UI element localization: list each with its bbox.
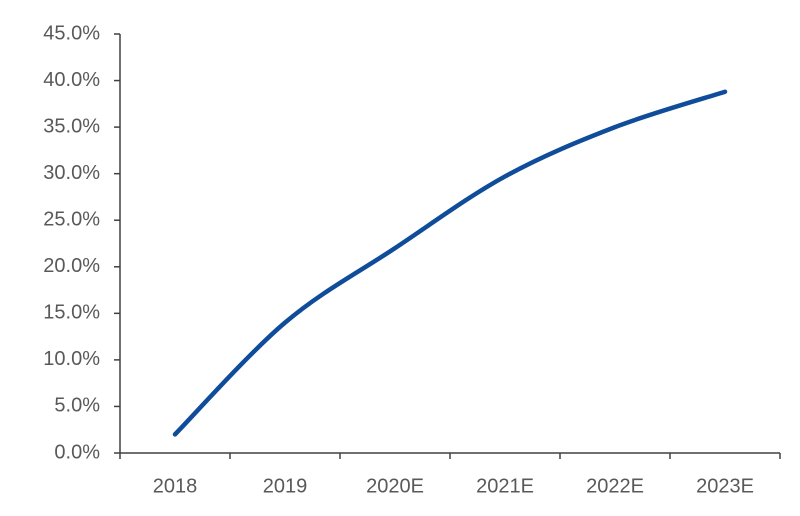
x-tick-label: 2020E — [366, 475, 424, 497]
y-tick-label: 0.0% — [54, 441, 100, 463]
y-tick-label: 45.0% — [43, 22, 100, 44]
y-tick-label: 40.0% — [43, 69, 100, 91]
y-tick-label: 35.0% — [43, 115, 100, 137]
y-tick-label: 10.0% — [43, 348, 100, 370]
x-tick-label: 2021E — [476, 475, 534, 497]
x-tick-label: 2018 — [153, 475, 198, 497]
x-tick-label: 2023E — [696, 475, 754, 497]
y-tick-label: 20.0% — [43, 255, 100, 277]
y-tick-label: 25.0% — [43, 209, 100, 231]
y-tick-label: 5.0% — [54, 395, 100, 417]
x-tick-label: 2019 — [263, 475, 308, 497]
y-tick-label: 30.0% — [43, 162, 100, 184]
y-tick-label: 15.0% — [43, 302, 100, 324]
x-tick-label: 2022E — [586, 475, 644, 497]
data-line — [172, 89, 728, 437]
